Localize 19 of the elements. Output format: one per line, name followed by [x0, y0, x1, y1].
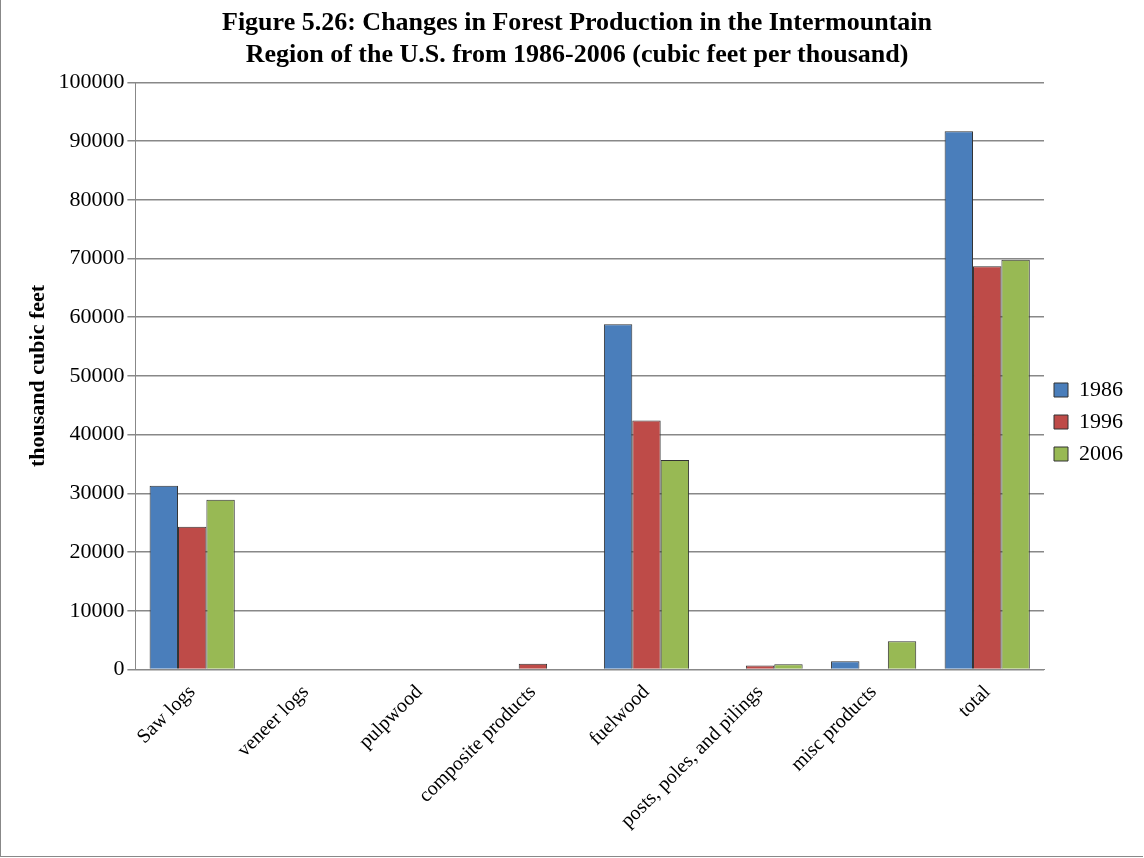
y-tick-label: 50000 [69, 361, 125, 387]
legend-label: 1996 [1079, 407, 1123, 433]
x-tick-label: Saw logs [131, 679, 200, 748]
y-tick-label: 30000 [69, 479, 125, 505]
text: Region of the U.S. from 1986-2006 (cubic feet per thousand) [245, 38, 909, 68]
legend-label: 1986 [1079, 375, 1123, 401]
y-tick-label: 100000 [58, 68, 125, 94]
y-tick-label: 40000 [69, 420, 125, 446]
y-tick-label: 90000 [69, 126, 125, 152]
y-tick-label: 70000 [69, 244, 125, 270]
y-tick-label: 60000 [69, 303, 125, 329]
y-tick-label: 80000 [69, 185, 125, 211]
y-tick-label: 10000 [69, 596, 125, 622]
x-tick-label: total [953, 679, 995, 721]
y-axis-title: thousand cubic feet [23, 284, 49, 468]
y-tick-label: 20000 [69, 537, 125, 563]
legend-label: 2006 [1079, 439, 1123, 465]
y-tick-label: 0 [113, 655, 125, 681]
text: Figure 5.26: Changes in Forest Production in the Intermountain [222, 7, 932, 37]
